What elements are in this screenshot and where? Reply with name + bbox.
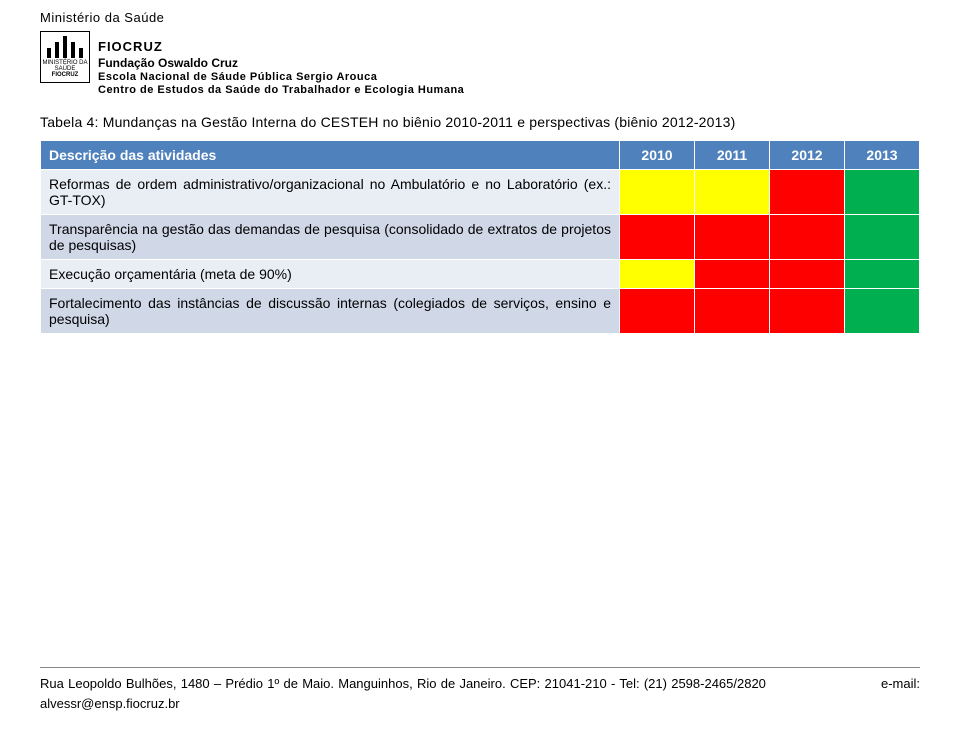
- status-cell: [770, 260, 845, 289]
- status-table: Descrição das atividades 2010 2011 2012 …: [40, 140, 920, 334]
- table-row: Reformas de ordem administrativo/organiz…: [41, 170, 920, 215]
- status-cell: [845, 260, 920, 289]
- status-cell: [770, 215, 845, 260]
- row-desc: Execução orçamentária (meta de 90%): [41, 260, 620, 289]
- col-year-1: 2011: [695, 141, 770, 170]
- status-cell: [770, 170, 845, 215]
- status-cell: [695, 260, 770, 289]
- status-cell: [695, 289, 770, 334]
- fundacao-label: Fundação Oswaldo Cruz: [98, 56, 464, 70]
- ministry-line: Ministério da Saúde: [40, 10, 920, 25]
- row-desc: Fortalecimento das instâncias de discuss…: [41, 289, 620, 334]
- status-cell: [695, 170, 770, 215]
- table-row: Fortalecimento das instâncias de discuss…: [41, 289, 920, 334]
- status-cell: [620, 260, 695, 289]
- status-cell: [695, 215, 770, 260]
- fiocruz-label: FIOCRUZ: [98, 39, 464, 54]
- table-row: Execução orçamentária (meta de 90%): [41, 260, 920, 289]
- status-cell: [845, 215, 920, 260]
- header-subline-2: Centro de Estudos da Saúde do Trabalhado…: [98, 84, 464, 96]
- table-row: Transparência na gestão das demandas de …: [41, 215, 920, 260]
- status-cell: [620, 289, 695, 334]
- status-cell: [770, 289, 845, 334]
- header-subline-1: Escola Nacional de Sáude Pública Sergio …: [98, 71, 464, 83]
- row-desc: Transparência na gestão das demandas de …: [41, 215, 620, 260]
- status-cell: [845, 289, 920, 334]
- row-desc: Reformas de ordem administrativo/organiz…: [41, 170, 620, 215]
- table-header-row: Descrição das atividades 2010 2011 2012 …: [41, 141, 920, 170]
- footer-text: Rua Leopoldo Bulhões, 1480 – Prédio 1º d…: [40, 667, 920, 713]
- status-cell: [845, 170, 920, 215]
- col-year-2: 2012: [770, 141, 845, 170]
- status-cell: [620, 170, 695, 215]
- header-block: MINISTÉRIO DA SAÚDE FIOCRUZ FIOCRUZ Fund…: [40, 31, 920, 96]
- col-year-0: 2010: [620, 141, 695, 170]
- status-cell: [620, 215, 695, 260]
- table-caption: Tabela 4: Mundanças na Gestão Interna do…: [40, 114, 920, 130]
- col-desc: Descrição das atividades: [41, 141, 620, 170]
- col-year-3: 2013: [845, 141, 920, 170]
- fiocruz-logo: MINISTÉRIO DA SAÚDE FIOCRUZ: [40, 31, 90, 83]
